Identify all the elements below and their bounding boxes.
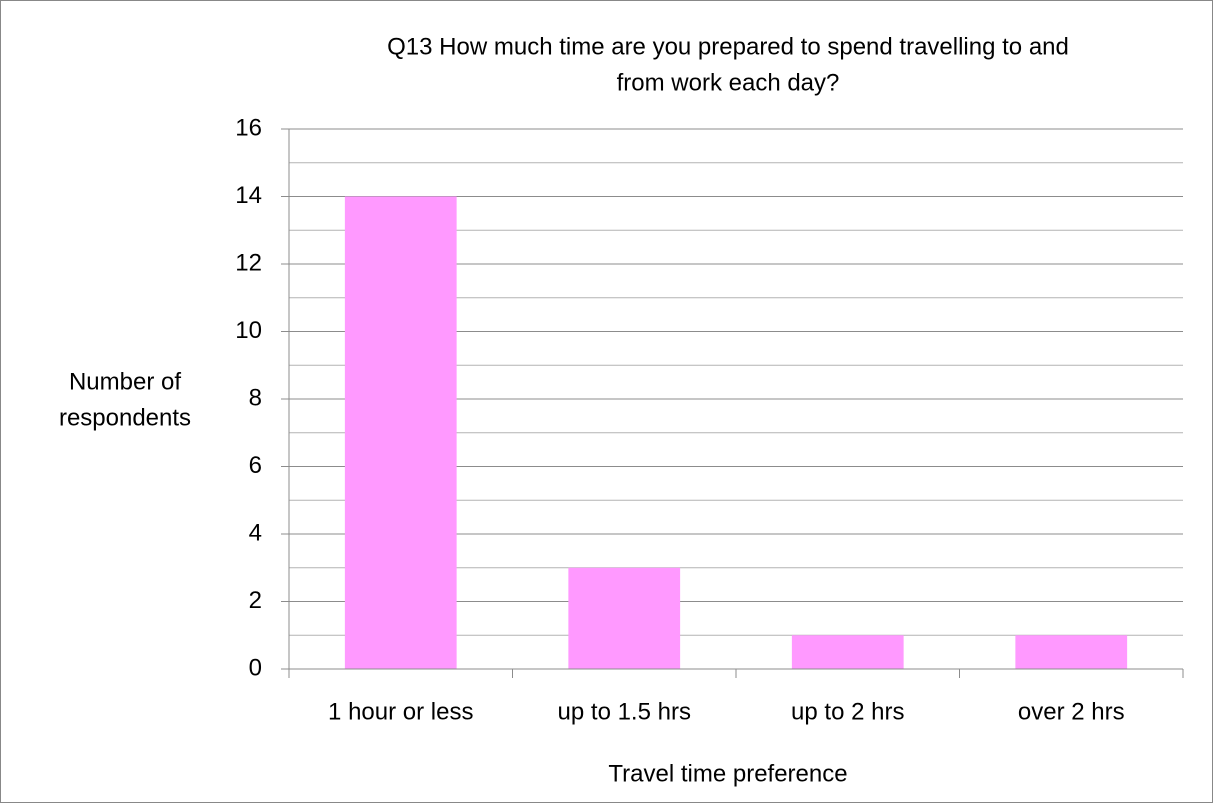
y-tick-label: 6: [249, 452, 262, 479]
y-tick-label: 16: [235, 114, 262, 141]
y-axis-label: Number of: [69, 368, 181, 395]
y-tick-label: 12: [235, 249, 262, 276]
bar: [1015, 635, 1128, 669]
bar: [568, 567, 681, 669]
y-tick-label: 10: [235, 317, 262, 344]
x-tick-label: up to 2 hrs: [791, 698, 904, 725]
chart-title: from work each day?: [617, 69, 840, 96]
bar: [344, 196, 457, 669]
x-tick-label: 1 hour or less: [328, 698, 473, 725]
y-tick-label: 2: [249, 587, 262, 614]
bar: [791, 635, 904, 669]
x-tick-label: up to 1.5 hrs: [558, 698, 691, 725]
y-tick-label: 0: [249, 654, 262, 681]
y-tick-label: 14: [235, 182, 262, 209]
x-axis-label: Travel time preference: [608, 760, 847, 787]
y-tick-label: 8: [249, 384, 262, 411]
chart-title: Q13 How much time are you prepared to sp…: [387, 33, 1069, 60]
y-axis-label: respondents: [59, 404, 191, 431]
y-tick-label: 4: [249, 519, 262, 546]
x-tick-label: over 2 hrs: [1018, 698, 1125, 725]
